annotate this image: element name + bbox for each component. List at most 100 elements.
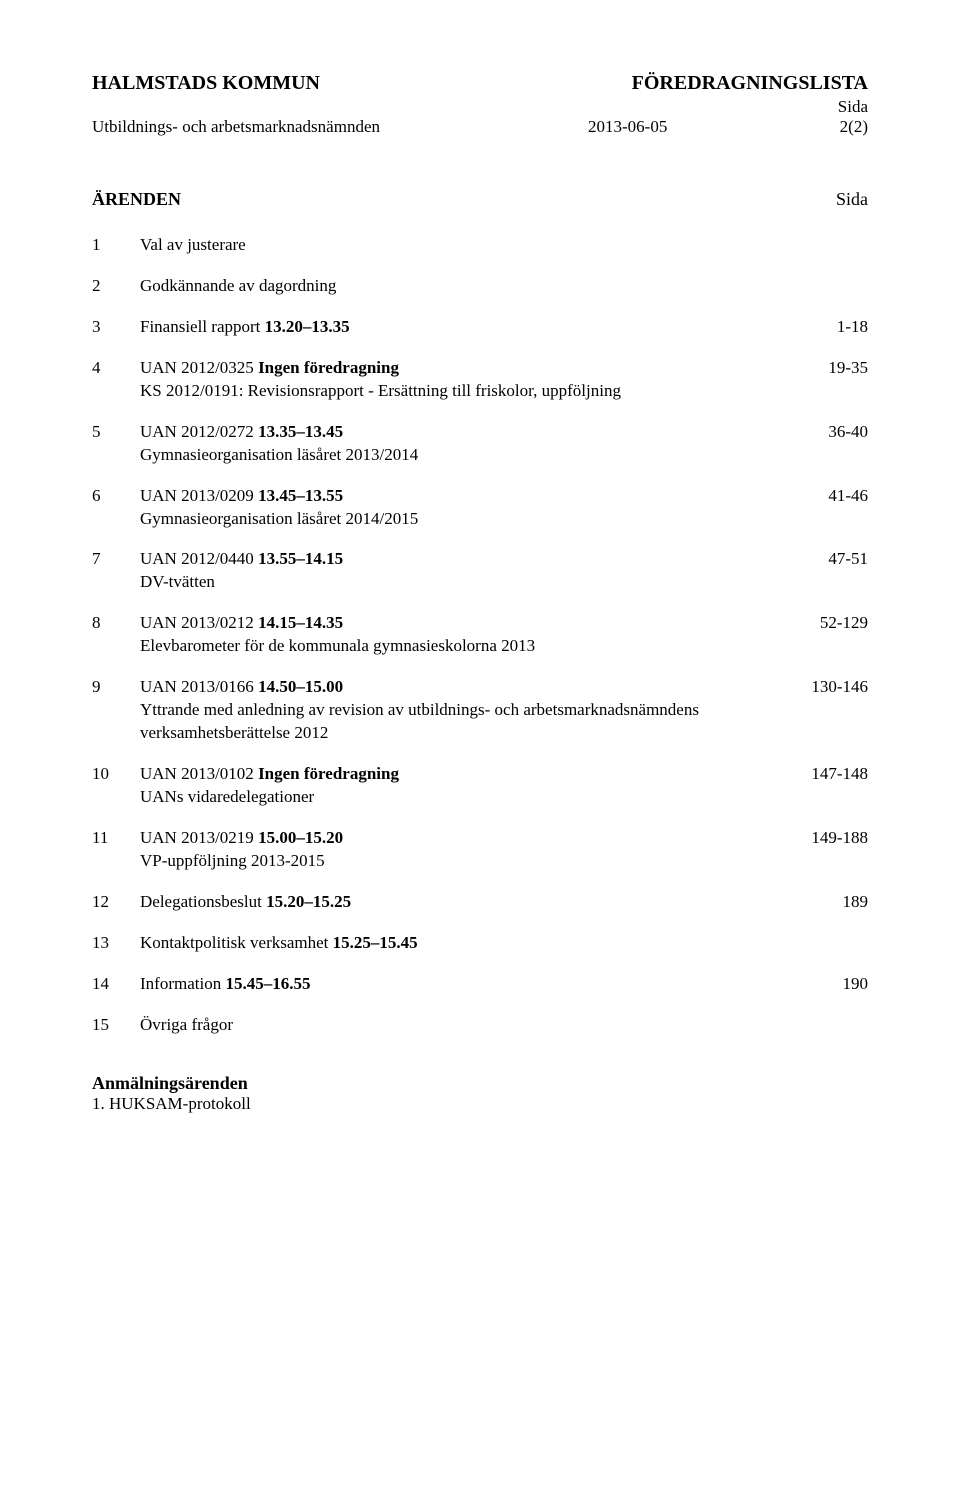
agenda-list: 1Val av justerare 2Godkännande av dagordn…	[92, 234, 868, 1037]
item-line1: Information 15.45–16.55	[140, 973, 766, 996]
item-bold: 13.55–14.15	[258, 549, 343, 568]
item-bold: Ingen föredragning	[258, 358, 399, 377]
item-body: UAN 2012/0272 13.35–13.45Gymnasieorganis…	[140, 421, 778, 467]
item-text: UAN 2013/0212	[140, 613, 258, 632]
item-line2: KS 2012/0191: Revisionsrapport - Ersättn…	[140, 380, 766, 403]
agenda-item: 5UAN 2012/0272 13.35–13.45Gymnasieorgani…	[92, 421, 868, 467]
item-pages: 52-129	[778, 612, 868, 635]
item-bold: 15.25–15.45	[333, 933, 418, 952]
item-body: Val av justerare	[140, 234, 778, 257]
agenda-item: 11UAN 2013/0219 15.00–15.20VP-uppföljnin…	[92, 827, 868, 873]
item-line2: Gymnasieorganisation läsåret 2014/2015	[140, 508, 766, 531]
agenda-item: 8UAN 2013/0212 14.15–14.35Elevbarometer …	[92, 612, 868, 658]
item-bold: 13.45–13.55	[258, 486, 343, 505]
item-number: 10	[92, 763, 140, 786]
side-label: Sida	[92, 97, 868, 117]
item-text: UAN 2012/0325	[140, 358, 258, 377]
agenda-item: 2Godkännande av dagordning	[92, 275, 868, 298]
org-name: HALMSTADS KOMMUN	[92, 72, 320, 95]
item-pages: 1-18	[778, 316, 868, 339]
item-line1: UAN 2013/0102 Ingen föredragning	[140, 763, 766, 786]
item-text: Godkännande av dagordning	[140, 276, 336, 295]
item-line1: Val av justerare	[140, 234, 766, 257]
footer-sub: 1. HUKSAM-protokoll	[92, 1094, 868, 1114]
header-row: HALMSTADS KOMMUN FÖREDRAGNINGSLISTA	[92, 72, 868, 95]
item-line1: UAN 2012/0272 13.35–13.45	[140, 421, 766, 444]
item-number: 12	[92, 891, 140, 914]
item-line2: Gymnasieorganisation läsåret 2013/2014	[140, 444, 766, 467]
agenda-item: 13Kontaktpolitisk verksamhet 15.25–15.45	[92, 932, 868, 955]
item-bold: 15.45–16.55	[225, 974, 310, 993]
item-line1: Godkännande av dagordning	[140, 275, 766, 298]
item-number: 15	[92, 1014, 140, 1037]
item-text: Val av justerare	[140, 235, 246, 254]
item-line1: UAN 2013/0166 14.50–15.00	[140, 676, 766, 699]
item-text: Information	[140, 974, 225, 993]
item-line1: UAN 2013/0212 14.15–14.35	[140, 612, 766, 635]
item-number: 5	[92, 421, 140, 444]
item-number: 8	[92, 612, 140, 635]
agenda-item: 10UAN 2013/0102 Ingen föredragningUANs v…	[92, 763, 868, 809]
item-number: 4	[92, 357, 140, 380]
item-number: 1	[92, 234, 140, 257]
agenda-item: 12Delegationsbeslut 15.20–15.25 189	[92, 891, 868, 914]
item-body: UAN 2013/0209 13.45–13.55Gymnasieorganis…	[140, 485, 778, 531]
item-line1: Övriga frågor	[140, 1014, 766, 1037]
item-line2: UANs vidaredelegationer	[140, 786, 766, 809]
item-body: Godkännande av dagordning	[140, 275, 778, 298]
item-number: 6	[92, 485, 140, 508]
item-bold: 15.00–15.20	[258, 828, 343, 847]
item-text: UAN 2012/0272	[140, 422, 258, 441]
item-text: UAN 2012/0440	[140, 549, 258, 568]
meeting-date: 2013-06-05	[588, 117, 788, 137]
item-text: Kontaktpolitisk verksamhet	[140, 933, 333, 952]
item-number: 14	[92, 973, 140, 996]
item-text: UAN 2013/0102	[140, 764, 258, 783]
item-number: 3	[92, 316, 140, 339]
item-pages: 130-146	[778, 676, 868, 699]
item-bold: 13.20–13.35	[265, 317, 350, 336]
item-body: UAN 2013/0102 Ingen föredragningUANs vid…	[140, 763, 778, 809]
agenda-item: 1Val av justerare	[92, 234, 868, 257]
item-line1: Kontaktpolitisk verksamhet 15.25–15.45	[140, 932, 766, 955]
item-body: UAN 2013/0219 15.00–15.20VP-uppföljning …	[140, 827, 778, 873]
item-line1: Delegationsbeslut 15.20–15.25	[140, 891, 766, 914]
item-text: UAN 2013/0209	[140, 486, 258, 505]
item-body: Övriga frågor	[140, 1014, 778, 1037]
agenda-item: 14Information 15.45–16.55 190	[92, 973, 868, 996]
item-bold: 14.50–15.00	[258, 677, 343, 696]
item-text: Finansiell rapport	[140, 317, 265, 336]
item-pages: 19-35	[778, 357, 868, 380]
item-line1: Finansiell rapport 13.20–13.35	[140, 316, 766, 339]
item-number: 13	[92, 932, 140, 955]
item-line1: UAN 2013/0209 13.45–13.55	[140, 485, 766, 508]
item-pages: 189	[778, 891, 868, 914]
page-of: 2(2)	[788, 117, 868, 137]
agenda-item: 3Finansiell rapport 13.20–13.35 1-18	[92, 316, 868, 339]
item-pages: 190	[778, 973, 868, 996]
item-pages: 36-40	[778, 421, 868, 444]
agenda-item: 15Övriga frågor	[92, 1014, 868, 1037]
footer-heading: Anmälningsärenden	[92, 1073, 868, 1094]
item-number: 11	[92, 827, 140, 850]
section-title: ÄRENDEN	[92, 189, 181, 210]
item-pages: 41-46	[778, 485, 868, 508]
item-line2: VP-uppföljning 2013-2015	[140, 850, 766, 873]
item-line2: Elevbarometer för de kommunala gymnasies…	[140, 635, 766, 658]
agenda-item: 6UAN 2013/0209 13.45–13.55Gymnasieorgani…	[92, 485, 868, 531]
item-line1: UAN 2012/0325 Ingen föredragning	[140, 357, 766, 380]
item-bold: 13.35–13.45	[258, 422, 343, 441]
item-number: 7	[92, 548, 140, 571]
page: HALMSTADS KOMMUN FÖREDRAGNINGSLISTA Sida…	[0, 0, 960, 1488]
agenda-item: 7UAN 2012/0440 13.55–14.15DV-tvätten47-5…	[92, 548, 868, 594]
item-body: Information 15.45–16.55	[140, 973, 778, 996]
item-bold: 15.20–15.25	[266, 892, 351, 911]
item-bold: Ingen föredragning	[258, 764, 399, 783]
agenda-item: 4UAN 2012/0325 Ingen föredragningKS 2012…	[92, 357, 868, 403]
item-line2: Yttrande med anledning av revision av ut…	[140, 699, 766, 745]
item-pages: 147-148	[778, 763, 868, 786]
subhead-row: Utbildnings- och arbetsmarknadsnämnden 2…	[92, 117, 868, 137]
section-header: ÄRENDEN Sida	[92, 189, 868, 210]
item-bold: 14.15–14.35	[258, 613, 343, 632]
item-line1: UAN 2013/0219 15.00–15.20	[140, 827, 766, 850]
